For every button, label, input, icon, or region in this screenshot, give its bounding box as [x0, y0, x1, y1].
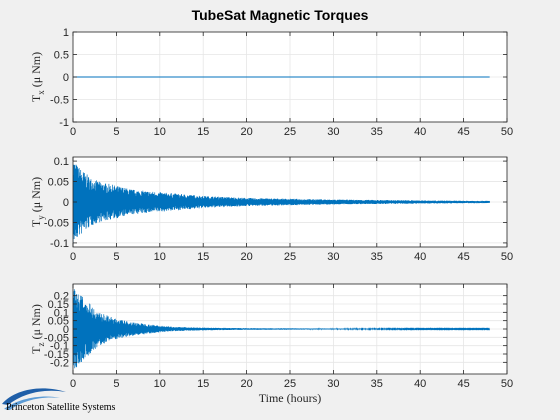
x-tick-label: 40 [414, 126, 426, 138]
y-axis-label: Tz (μ Nm) [29, 304, 46, 354]
pss-swoosh-logo-icon [2, 388, 66, 410]
x-axis-label: Time (hours) [259, 391, 322, 405]
x-tick-label: 45 [457, 378, 469, 390]
x-tick-label: 20 [240, 126, 252, 138]
x-tick-label: 35 [371, 251, 383, 263]
x-tick-label: 5 [113, 251, 119, 263]
y-tick-label: -0.1 [50, 341, 69, 353]
x-tick-label: 50 [501, 126, 513, 138]
x-tick-label: 15 [197, 251, 209, 263]
y-tick-label: 0 [63, 72, 69, 84]
subplot-ty: 0 5 10 15 20 25 30 35 40 45 50 -0.1 -0.05 0 0.05 0.1 Ty … [29, 156, 513, 263]
y-tick-label: -0.05 [44, 217, 69, 229]
y-tick-label: 0.05 [48, 316, 69, 328]
x-tick-label: 0 [70, 126, 76, 138]
x-tick-label: 35 [371, 126, 383, 138]
x-tick-label: 45 [457, 251, 469, 263]
x-tick-label: 30 [327, 378, 339, 390]
x-tick-label: 5 [113, 378, 119, 390]
x-tick-label: 25 [284, 378, 296, 390]
x-tick-label: 40 [414, 251, 426, 263]
y-tick-label: 0 [63, 197, 69, 209]
x-tick-label: 20 [240, 251, 252, 263]
x-tick-label: 20 [240, 378, 252, 390]
y-tick-label: 0.1 [54, 307, 69, 319]
y-tick-label: -0.2 [50, 357, 69, 369]
x-tick-label: 25 [284, 251, 296, 263]
x-tick-label: 30 [327, 251, 339, 263]
x-tick-label: 5 [113, 126, 119, 138]
x-tick-label: 40 [414, 378, 426, 390]
x-tick-label: 45 [457, 126, 469, 138]
y-tick-label: 0.5 [54, 50, 69, 62]
y-tick-label: -0.15 [44, 349, 69, 361]
subplot-tx: 0 5 10 15 20 25 30 35 40 45 50 -1 -0.5 0 0.5 1 Tx (μ Nm) [29, 27, 513, 138]
x-tick-label: 25 [284, 126, 296, 138]
x-tick-label: 15 [197, 378, 209, 390]
y-tick-label: -0.05 [44, 332, 69, 344]
y-tick-label: 1 [63, 27, 69, 39]
y-tick-label: 0.15 [48, 299, 69, 311]
y-axis-label: Tx (μ Nm) [29, 52, 46, 102]
x-tick-label: 0 [70, 378, 76, 390]
x-tick-label: 10 [154, 251, 166, 263]
y-tick-label: 0.05 [48, 177, 69, 189]
x-tick-label: 50 [501, 378, 513, 390]
x-tick-label: 50 [501, 251, 513, 263]
x-tick-label: 35 [371, 378, 383, 390]
y-tick-label: -0.1 [50, 238, 69, 250]
x-tick-label: 30 [327, 126, 339, 138]
series-line-tz [73, 289, 490, 369]
y-tick-label: 0.2 [54, 291, 69, 303]
y-tick-label: 0.1 [54, 156, 69, 168]
x-tick-label: 0 [70, 251, 76, 263]
x-tick-label: 10 [154, 378, 166, 390]
x-tick-label: 10 [154, 126, 166, 138]
x-tick-label: 15 [197, 126, 209, 138]
y-tick-label: -0.5 [50, 95, 69, 107]
y-axis-label: Ty (μ Nm) [29, 177, 46, 227]
y-tick-label: 0 [63, 324, 69, 336]
logo-text: Princeton Satellite Systems [6, 402, 116, 413]
series-line-ty [73, 164, 490, 245]
figure-title: TubeSat Magnetic Torques [192, 7, 369, 23]
y-tick-label: -1 [59, 117, 69, 129]
subplot-tz: 0 5 10 15 20 25 30 35 40 45 50-0.2-0.15-0.1-0.0500… [29, 283, 513, 405]
pss-logo: Princeton Satellite Systems [2, 388, 116, 413]
